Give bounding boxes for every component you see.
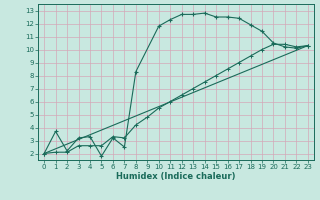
X-axis label: Humidex (Indice chaleur): Humidex (Indice chaleur)	[116, 172, 236, 181]
